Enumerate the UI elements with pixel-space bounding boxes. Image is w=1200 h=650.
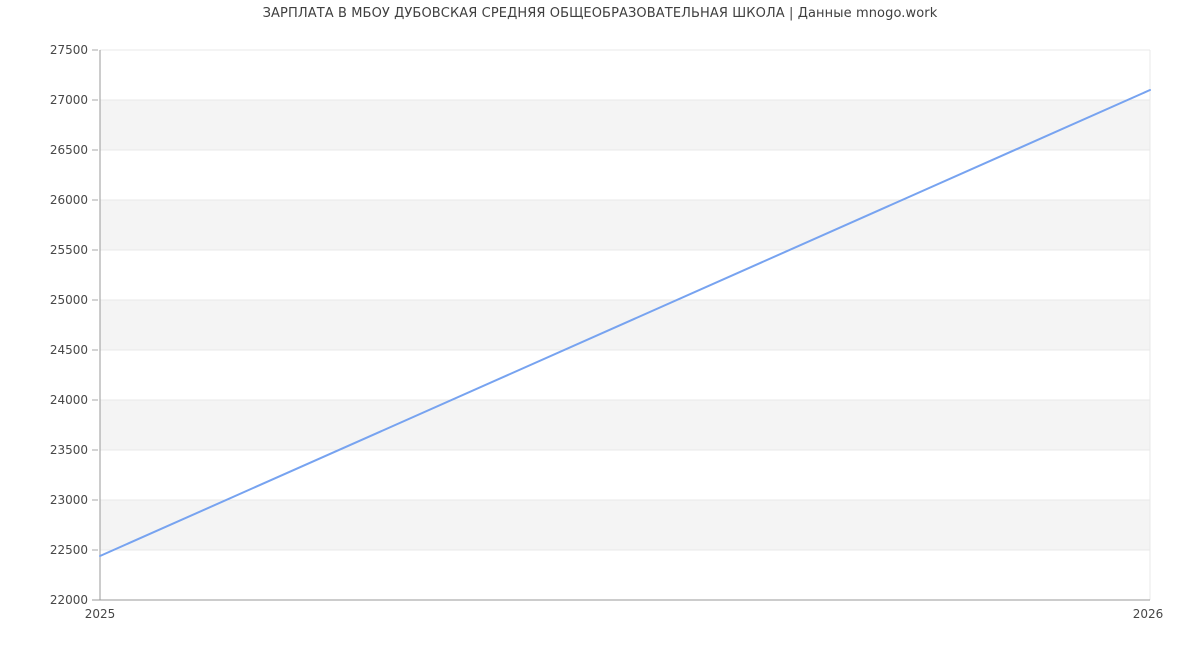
y-tick-label: 24000 [50,393,88,407]
y-tick-label: 26500 [50,143,88,157]
y-tick-label: 23000 [50,493,88,507]
y-tick-label: 22000 [50,593,88,607]
y-tick-label: 26000 [50,193,88,207]
x-tick-label: 2025 [85,607,116,621]
plot-band [100,400,1150,450]
y-tick-label: 24500 [50,343,88,357]
plot-band [100,200,1150,250]
y-tick-label: 23500 [50,443,88,457]
salary-series-line [99,89,1151,557]
plot-band [100,300,1150,350]
y-tick-label: 22500 [50,543,88,557]
y-tick-label: 27500 [50,43,88,57]
y-tick-label: 27000 [50,93,88,107]
plot-band [100,500,1150,550]
x-tick-label: 2026 [1133,607,1164,621]
y-tick-label: 25500 [50,243,88,257]
chart-title: ЗАРПЛАТА В МБОУ ДУБОВСКАЯ СРЕДНЯЯ ОБЩЕОБ… [262,6,938,21]
y-tick-label: 25000 [50,293,88,307]
plot-band [100,100,1150,150]
